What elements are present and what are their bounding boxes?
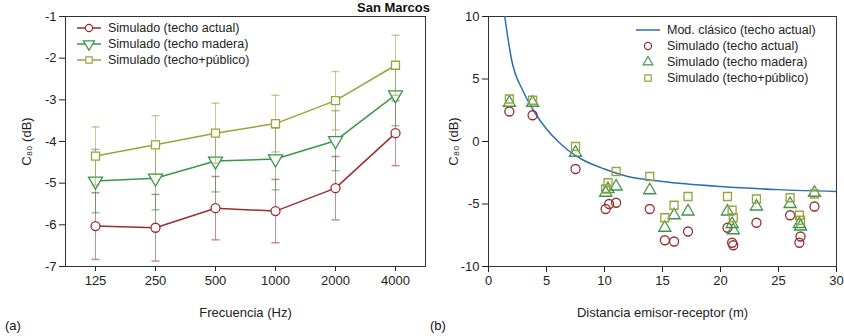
svg-text:2000: 2000 bbox=[321, 273, 350, 288]
svg-text:-7: -7 bbox=[45, 259, 57, 274]
svg-text:4000: 4000 bbox=[381, 273, 410, 288]
html-text:Simulado (techo madera): Simulado (techo madera) bbox=[667, 55, 808, 69]
svg-text:125: 125 bbox=[85, 273, 107, 288]
svg-text:-1: -1 bbox=[45, 9, 57, 24]
html-text:Mod. clásico (techo actual): Mod. clásico (techo actual) bbox=[667, 23, 816, 37]
html-text:(b): (b) bbox=[430, 318, 446, 333]
svg-text:1000: 1000 bbox=[261, 273, 290, 288]
svg-text:-6: -6 bbox=[45, 217, 57, 232]
html-text:Simulado (techo madera): Simulado (techo madera) bbox=[108, 37, 249, 51]
html-text:Simulado (techo+público): Simulado (techo+público) bbox=[667, 71, 809, 85]
html-text:Simulado (techo+público): Simulado (techo+público) bbox=[108, 53, 250, 67]
svg-text:500: 500 bbox=[205, 273, 227, 288]
svg-text:C₈₀ (dB): C₈₀ (dB) bbox=[446, 117, 461, 165]
svg-text:Distancia emisor-receptor (m): Distancia emisor-receptor (m) bbox=[577, 305, 748, 320]
html-text:San Marcos: San Marcos bbox=[357, 0, 430, 15]
svg-text:10: 10 bbox=[597, 273, 611, 288]
svg-text:-5: -5 bbox=[468, 196, 480, 211]
svg-text:-4: -4 bbox=[45, 134, 57, 149]
svg-text:-3: -3 bbox=[45, 92, 57, 107]
svg-text:10: 10 bbox=[465, 9, 479, 24]
svg-text:5: 5 bbox=[543, 273, 550, 288]
svg-text:20: 20 bbox=[713, 273, 727, 288]
svg-text:30: 30 bbox=[829, 273, 843, 288]
svg-text:250: 250 bbox=[145, 273, 167, 288]
svg-text:C₈₀ (dB): C₈₀ (dB) bbox=[19, 117, 34, 165]
html-text:Simulado (techo actual): Simulado (techo actual) bbox=[667, 39, 799, 53]
svg-text:-5: -5 bbox=[45, 175, 57, 190]
html-text:(a): (a) bbox=[5, 318, 21, 333]
svg-text:Frecuencia (Hz): Frecuencia (Hz) bbox=[199, 305, 291, 320]
svg-text:-2: -2 bbox=[45, 50, 57, 65]
svg-text:-10: -10 bbox=[461, 259, 480, 274]
svg-text:0: 0 bbox=[485, 273, 492, 288]
svg-text:5: 5 bbox=[472, 71, 479, 86]
svg-text:0: 0 bbox=[472, 134, 479, 149]
svg-text:15: 15 bbox=[655, 273, 669, 288]
svg-text:25: 25 bbox=[771, 273, 785, 288]
html-text:Simulado (techo actual): Simulado (techo actual) bbox=[108, 21, 240, 35]
